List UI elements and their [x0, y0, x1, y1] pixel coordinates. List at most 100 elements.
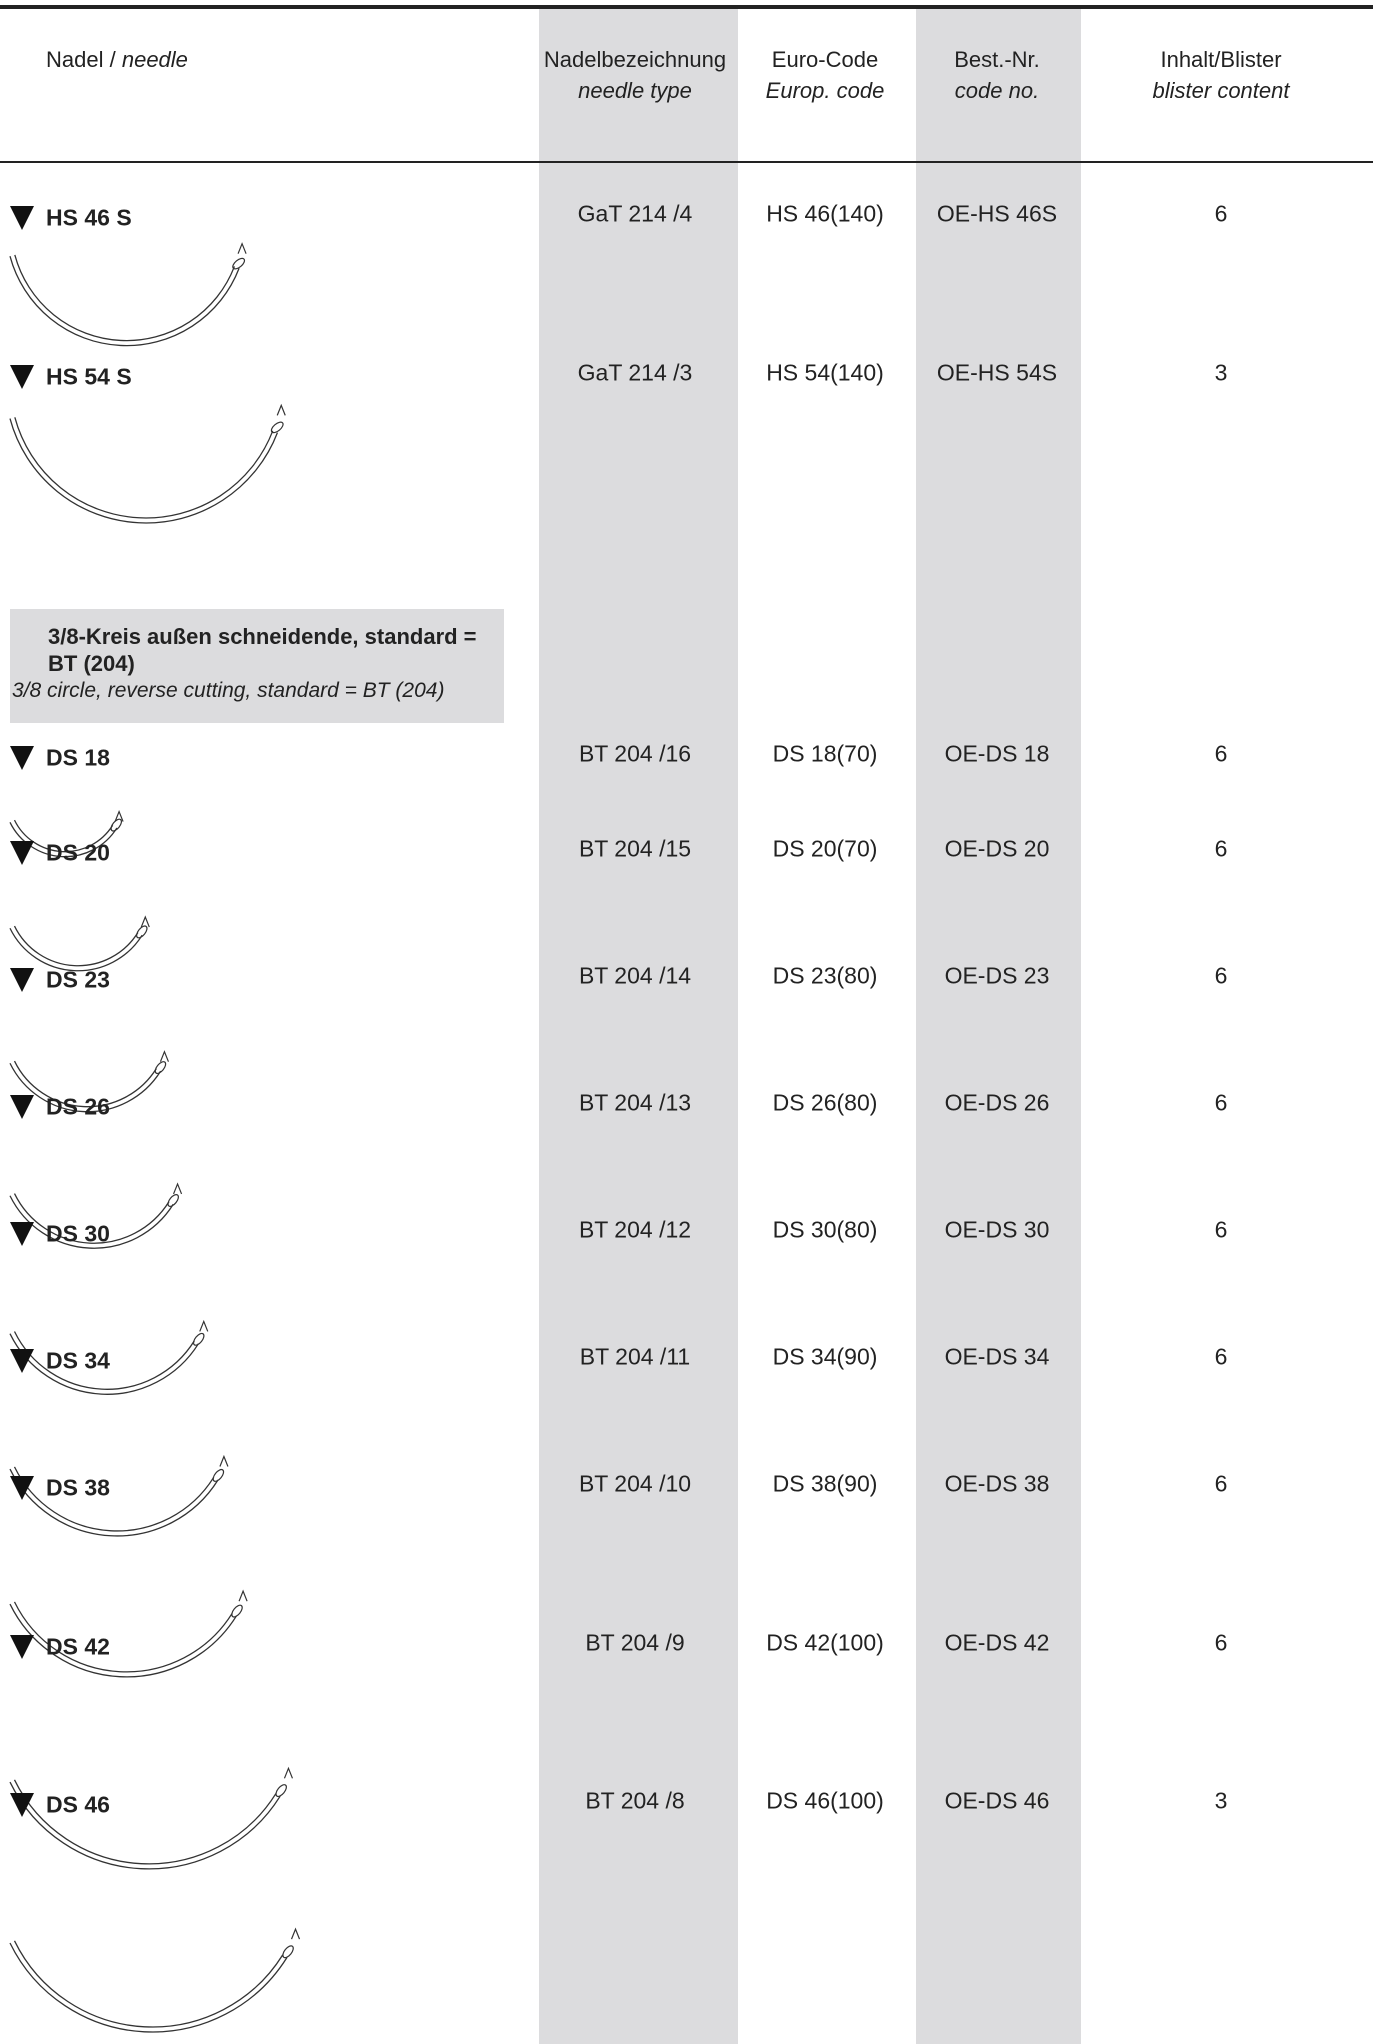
needle-arc: [13, 1940, 284, 2028]
cell: OE-DS 34: [944, 1343, 1050, 1370]
marker: [10, 968, 34, 992]
marker: [10, 1349, 34, 1373]
needle-arc: [9, 1195, 174, 1249]
needle-arc: [13, 1193, 170, 1244]
needle-arc: [9, 418, 279, 524]
needle-eye: [282, 1945, 294, 1959]
header-cell: Nadelbezeichnung needle type: [505, 44, 765, 106]
needle-swage: [290, 1927, 301, 1940]
needle-arc: [9, 1781, 281, 1870]
needle-name: HS 54 S: [46, 363, 132, 390]
cell: DS 23(80): [772, 962, 878, 989]
needle-arc: [13, 1466, 215, 1532]
marker: [10, 206, 34, 230]
header-de: Inhalt/Blister: [1160, 47, 1282, 72]
section-subtitle: 3/8 circle, reverse cutting, standard = …: [12, 679, 445, 702]
cell: 6: [1214, 1629, 1228, 1656]
needle-swage: [276, 403, 286, 416]
header-de: Nadel /: [46, 47, 116, 72]
cell: DS 38(90): [772, 1470, 878, 1497]
marker: [10, 365, 34, 389]
needle-name: DS 20: [46, 839, 110, 866]
needle-name: DS 42: [46, 1633, 110, 1660]
cell: OE-DS 38: [944, 1470, 1050, 1497]
marker: [10, 1476, 34, 1500]
header-en: Europ. code: [765, 78, 885, 103]
cell: 6: [1214, 835, 1228, 862]
cell: 6: [1214, 1089, 1228, 1116]
needle-swage: [219, 1454, 229, 1467]
cell: OE-DS 23: [944, 962, 1050, 989]
section-title: 3/8-Kreis außen schneidende, standard = …: [48, 624, 477, 676]
cell: DS 30(80): [772, 1216, 878, 1243]
needle-name: DS 46: [46, 1791, 110, 1818]
top-rule: [0, 5, 1373, 9]
needle-arc: [9, 1333, 200, 1395]
needle-arc: [13, 925, 139, 967]
needle-arc: [9, 1942, 288, 2033]
cell: DS 20(70): [772, 835, 878, 862]
needle-eye: [192, 1332, 205, 1346]
needle-eye: [154, 1061, 167, 1075]
header-en: needle type: [578, 78, 692, 103]
needle-eye: [167, 1194, 179, 1207]
cell: OE-DS 18: [944, 740, 1050, 767]
cell: BT 204 /10: [578, 1470, 692, 1497]
needle-name: DS 34: [46, 1347, 110, 1374]
column-shade: [539, 8, 738, 2044]
needle-arc: [9, 927, 143, 972]
marker: [10, 1095, 34, 1119]
cell: BT 204 /13: [578, 1089, 692, 1116]
cell: 6: [1214, 740, 1228, 767]
needle-swage: [172, 1182, 183, 1195]
marker: [10, 841, 34, 865]
needle-eye: [231, 1604, 243, 1618]
header-en: needle: [121, 47, 188, 72]
cell: DS 42(100): [766, 1629, 884, 1656]
needle-arc: [9, 822, 118, 858]
needle-name: HS 46 S: [46, 204, 132, 231]
header-de: Nadelbezeichnung: [543, 47, 727, 72]
marker: [10, 1793, 34, 1817]
header-de: Best.-Nr.: [954, 47, 1040, 72]
cell: BT 204 /9: [585, 1629, 685, 1656]
cell: OE-DS 20: [944, 835, 1050, 862]
cell: 6: [1214, 200, 1228, 227]
needle-arc: [9, 256, 240, 347]
cell: DS 18(70): [772, 740, 878, 767]
header-cell: Best.-Nr. code no.: [867, 44, 1127, 106]
marker: [10, 746, 34, 770]
needle-swage: [237, 242, 247, 254]
header-de: Euro-Code: [771, 47, 879, 72]
header-rule: [0, 161, 1373, 163]
cell: DS 46(100): [766, 1787, 884, 1814]
header-en: blister content: [1152, 78, 1290, 103]
cell: 3: [1214, 1787, 1228, 1814]
cell: GaT 214 /3: [577, 359, 693, 386]
needle-name: DS 18: [46, 744, 110, 771]
needle-arc: [13, 819, 114, 853]
needle-arc: [9, 1468, 219, 1537]
cell: GaT 214 /4: [577, 200, 693, 227]
cell: 6: [1214, 1216, 1228, 1243]
needle-swage: [114, 809, 124, 822]
marker: [10, 1222, 34, 1246]
cell: BT 204 /16: [578, 740, 692, 767]
cell: OE-HS 54S: [936, 359, 1058, 386]
header-cell: Nadel / needle: [46, 44, 188, 75]
cell: BT 204 /15: [578, 835, 692, 862]
needle-arc: [14, 417, 274, 519]
needle-eye: [110, 818, 123, 832]
header-cell: Euro-Code Europ. code: [695, 44, 955, 106]
section-box: 3/8-Kreis außen schneidende, standard = …: [10, 609, 504, 723]
needle-arc: [13, 1331, 195, 1390]
cell: HS 54(140): [766, 359, 884, 386]
cell: BT 204 /8: [585, 1787, 685, 1814]
needle-eye: [270, 421, 284, 434]
cell: BT 204 /11: [579, 1343, 691, 1370]
needle-swage: [140, 915, 150, 928]
cell: 6: [1214, 1343, 1228, 1370]
column-shade: [916, 8, 1081, 2044]
